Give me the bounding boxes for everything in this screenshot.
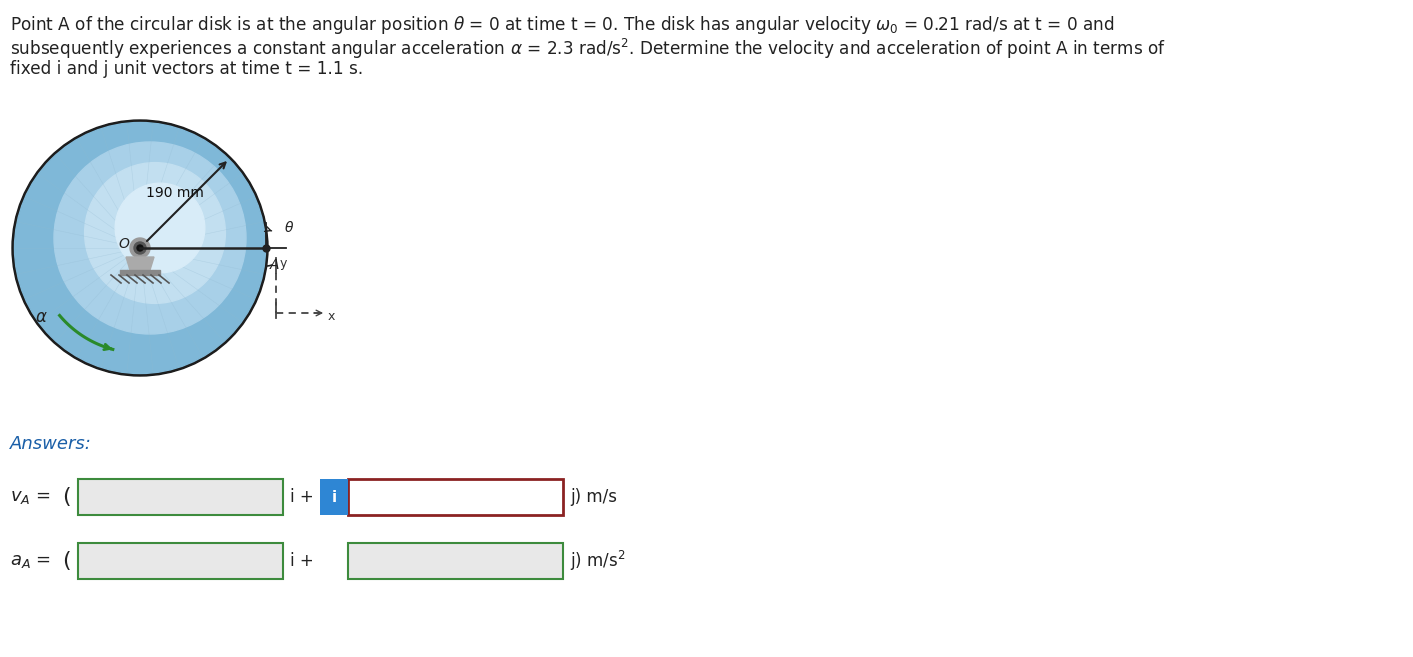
Circle shape: [130, 238, 150, 258]
Text: i: i: [332, 489, 336, 505]
Text: j) m/s$^2$: j) m/s$^2$: [569, 549, 626, 573]
Text: i +: i +: [290, 488, 314, 506]
Text: y: y: [280, 256, 287, 269]
Text: fixed i and j unit vectors at time t = 1.1 s.: fixed i and j unit vectors at time t = 1…: [10, 60, 363, 78]
Text: $A$: $A$: [268, 258, 280, 272]
Circle shape: [137, 245, 143, 251]
Polygon shape: [126, 257, 154, 270]
Text: (: (: [62, 551, 71, 571]
Text: (: (: [62, 487, 71, 507]
Circle shape: [11, 120, 268, 376]
Circle shape: [134, 242, 146, 254]
Text: Point A of the circular disk is at the angular position $\theta$ = 0 at time t =: Point A of the circular disk is at the a…: [10, 14, 1115, 36]
Text: $O$: $O$: [117, 237, 130, 251]
Text: j) m/s: j) m/s: [569, 488, 617, 506]
Text: Answers:: Answers:: [10, 435, 92, 453]
Bar: [78, 479, 283, 515]
Bar: [348, 543, 562, 579]
Bar: [319, 479, 348, 515]
Text: $v_A$ =: $v_A$ =: [10, 488, 52, 506]
Text: 190 mm: 190 mm: [146, 186, 203, 200]
Text: $\alpha$: $\alpha$: [35, 309, 48, 327]
Circle shape: [116, 183, 205, 273]
Circle shape: [14, 122, 266, 373]
Text: i +: i +: [290, 552, 314, 570]
Bar: [348, 479, 562, 515]
Bar: [78, 543, 283, 579]
Bar: [120, 270, 160, 275]
Text: $\theta$: $\theta$: [284, 221, 294, 235]
Circle shape: [85, 162, 226, 304]
Text: $a_A$ =: $a_A$ =: [10, 552, 52, 570]
Text: x: x: [328, 309, 335, 323]
Circle shape: [54, 142, 246, 334]
Text: subsequently experiences a constant angular acceleration $\alpha$ = 2.3 rad/s$^2: subsequently experiences a constant angu…: [10, 37, 1166, 61]
